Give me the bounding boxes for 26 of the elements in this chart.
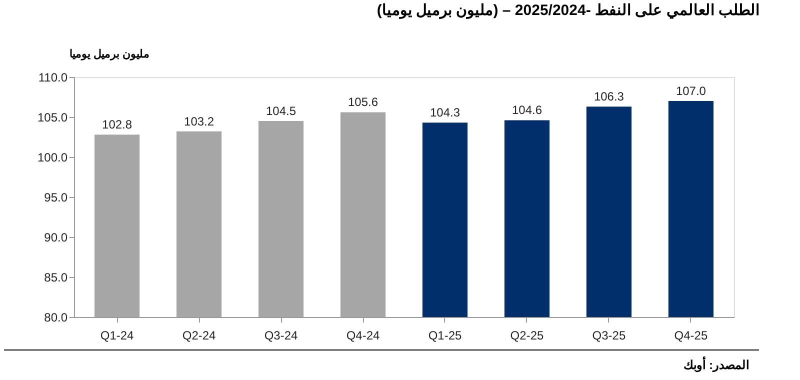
data-label: 104.5: [266, 104, 296, 118]
data-label: 106.3: [594, 90, 624, 104]
x-tick-label: Q2-25: [510, 328, 544, 342]
y-tick-label: 80.0: [44, 310, 68, 324]
x-tick-label: Q1-24: [100, 328, 134, 342]
data-label: 103.2: [184, 114, 214, 128]
data-label: 104.6: [512, 103, 542, 118]
data-label: 107.0: [676, 84, 706, 98]
y-tick-label: 90.0: [44, 230, 68, 244]
x-tick-label: Q4-24: [346, 328, 380, 342]
y-tick-label: 110.0: [38, 70, 68, 84]
x-tick-label: Q2-24: [182, 328, 216, 342]
y-tick-label: 95.0: [44, 190, 68, 204]
x-tick-label: Q3-25: [592, 328, 626, 342]
text: المصدر: أوبك: [684, 357, 749, 373]
x-tick-label: Q4-25: [674, 328, 708, 342]
x-tick-label: Q1-25: [428, 328, 462, 342]
data-label: 105.6: [348, 95, 378, 110]
data-label: 102.8: [102, 118, 132, 132]
chart-title: الطلب العالمي على النفط -2025/2024 – (مليون برميل يوميا): [376, 2, 760, 20]
x-tick-label: Q3-24: [264, 328, 298, 342]
y-tick-label: 100.0: [37, 150, 68, 164]
data-label: 104.3: [430, 106, 460, 120]
y-axis-title: مليون برميل يوميا: [70, 48, 150, 60]
y-tick-label: 85.0: [44, 270, 68, 284]
y-tick-label: 105.0: [37, 110, 68, 124]
